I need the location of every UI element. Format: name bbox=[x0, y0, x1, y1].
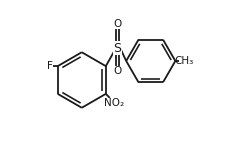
Text: F: F bbox=[47, 61, 53, 71]
Text: CH₃: CH₃ bbox=[175, 56, 194, 66]
Text: O: O bbox=[113, 19, 122, 29]
Text: NO₂: NO₂ bbox=[104, 98, 125, 108]
Text: S: S bbox=[114, 42, 121, 55]
Text: O: O bbox=[113, 66, 122, 76]
